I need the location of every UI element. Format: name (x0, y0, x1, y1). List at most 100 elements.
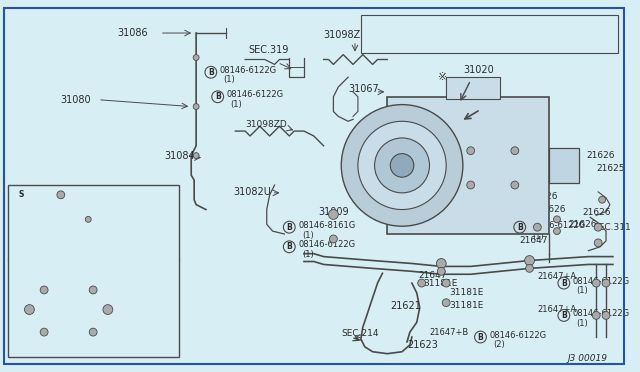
Text: 21647+A: 21647+A (538, 305, 577, 314)
Text: 31037: 31037 (96, 232, 127, 242)
Circle shape (525, 264, 534, 272)
Circle shape (595, 223, 602, 231)
Text: (1): (1) (577, 286, 588, 295)
Circle shape (418, 279, 426, 287)
Text: S: S (19, 190, 24, 199)
Text: 21626: 21626 (529, 192, 558, 201)
Text: 31080: 31080 (61, 95, 92, 105)
Text: 08146-6162G: 08146-6162G (30, 188, 88, 198)
Text: 21626: 21626 (586, 151, 615, 160)
Circle shape (57, 191, 65, 199)
Text: 08146-6122G: 08146-6122G (573, 277, 630, 286)
Text: 08146-6122G: 08146-6122G (529, 221, 586, 230)
Text: B: B (215, 92, 221, 101)
Circle shape (40, 328, 48, 336)
Text: NOTE j× CONFIRM THE UNIT ASSY: NOTE j× CONFIRM THE UNIT ASSY (403, 23, 575, 32)
Text: (2): (2) (493, 340, 505, 349)
Text: ※: ※ (438, 72, 447, 82)
Circle shape (511, 181, 519, 189)
Circle shape (437, 267, 445, 275)
Text: (1): (1) (302, 231, 314, 240)
Circle shape (374, 138, 429, 193)
Text: 31067: 31067 (348, 84, 379, 94)
Text: 31098Z: 31098Z (324, 30, 361, 40)
Circle shape (89, 286, 97, 294)
Circle shape (436, 259, 446, 268)
Text: B: B (287, 242, 292, 251)
Circle shape (40, 286, 48, 294)
Bar (446, 77, 500, 99)
Text: 21626: 21626 (569, 220, 597, 229)
Circle shape (554, 216, 561, 223)
Text: SEC.214: SEC.214 (341, 328, 379, 338)
Text: 08146-6122G: 08146-6122G (227, 90, 284, 99)
Text: 21625: 21625 (596, 164, 625, 173)
Circle shape (442, 279, 450, 287)
Text: 31086: 31086 (118, 28, 148, 38)
Circle shape (534, 223, 541, 231)
Circle shape (358, 121, 446, 209)
Text: (2): (2) (35, 198, 46, 207)
Text: (1): (1) (302, 250, 314, 259)
Text: 31020: 31020 (463, 65, 493, 75)
Circle shape (554, 228, 561, 234)
Text: 31009: 31009 (319, 208, 349, 218)
Text: 31181E: 31181E (424, 279, 458, 288)
Bar (8, 185, 179, 357)
Circle shape (85, 217, 91, 222)
Circle shape (511, 147, 519, 155)
Circle shape (595, 239, 602, 247)
Circle shape (390, 154, 414, 177)
Text: 31084: 31084 (164, 151, 195, 161)
Text: 08146-6122G: 08146-6122G (490, 331, 547, 340)
Circle shape (193, 55, 199, 61)
Text: 31181E: 31181E (449, 288, 483, 297)
Text: B: B (208, 68, 214, 77)
Bar (361, 15, 618, 52)
Text: SEC.311: SEC.311 (593, 223, 631, 232)
Circle shape (193, 104, 199, 109)
Circle shape (467, 181, 475, 189)
Bar (549, 148, 579, 183)
Text: B: B (561, 279, 567, 288)
Text: 21621: 21621 (390, 301, 421, 311)
Text: 31180A: 31180A (31, 344, 68, 354)
Text: (1): (1) (532, 231, 544, 241)
Text: 31036: 31036 (22, 259, 52, 269)
Text: (1): (1) (230, 100, 242, 109)
Circle shape (525, 256, 534, 266)
Text: 21623: 21623 (407, 340, 438, 350)
Circle shape (341, 105, 463, 226)
Circle shape (328, 209, 339, 219)
Text: 21647+A: 21647+A (538, 272, 577, 281)
Text: B: B (287, 223, 292, 232)
Circle shape (103, 305, 113, 314)
Text: B: B (477, 333, 483, 341)
Text: J3 00019: J3 00019 (568, 354, 608, 363)
Circle shape (193, 153, 199, 158)
Circle shape (442, 299, 450, 307)
Text: 21625: 21625 (510, 180, 538, 189)
Text: 31098ZD: 31098ZD (245, 120, 287, 129)
Bar (387, 97, 549, 234)
Circle shape (89, 328, 97, 336)
Text: 21626: 21626 (538, 205, 566, 214)
Text: 08146-8161G: 08146-8161G (298, 221, 355, 230)
Text: 08146-6122G: 08146-6122G (220, 66, 276, 75)
Circle shape (467, 147, 475, 155)
Text: 21647: 21647 (419, 271, 447, 280)
Circle shape (592, 311, 600, 320)
Circle shape (602, 311, 610, 320)
Text: B: B (561, 311, 567, 320)
Text: (1): (1) (577, 319, 588, 328)
Circle shape (598, 196, 605, 203)
Text: 08146-6122G: 08146-6122G (573, 309, 630, 318)
Text: (1): (1) (223, 75, 236, 84)
Circle shape (602, 279, 610, 287)
Text: 21647+B: 21647+B (429, 328, 468, 337)
Circle shape (330, 235, 337, 243)
Text: 31181E: 31181E (449, 301, 483, 310)
Text: 21626: 21626 (582, 208, 611, 217)
Text: B: B (517, 223, 523, 232)
Text: SEC.319: SEC.319 (248, 45, 289, 55)
